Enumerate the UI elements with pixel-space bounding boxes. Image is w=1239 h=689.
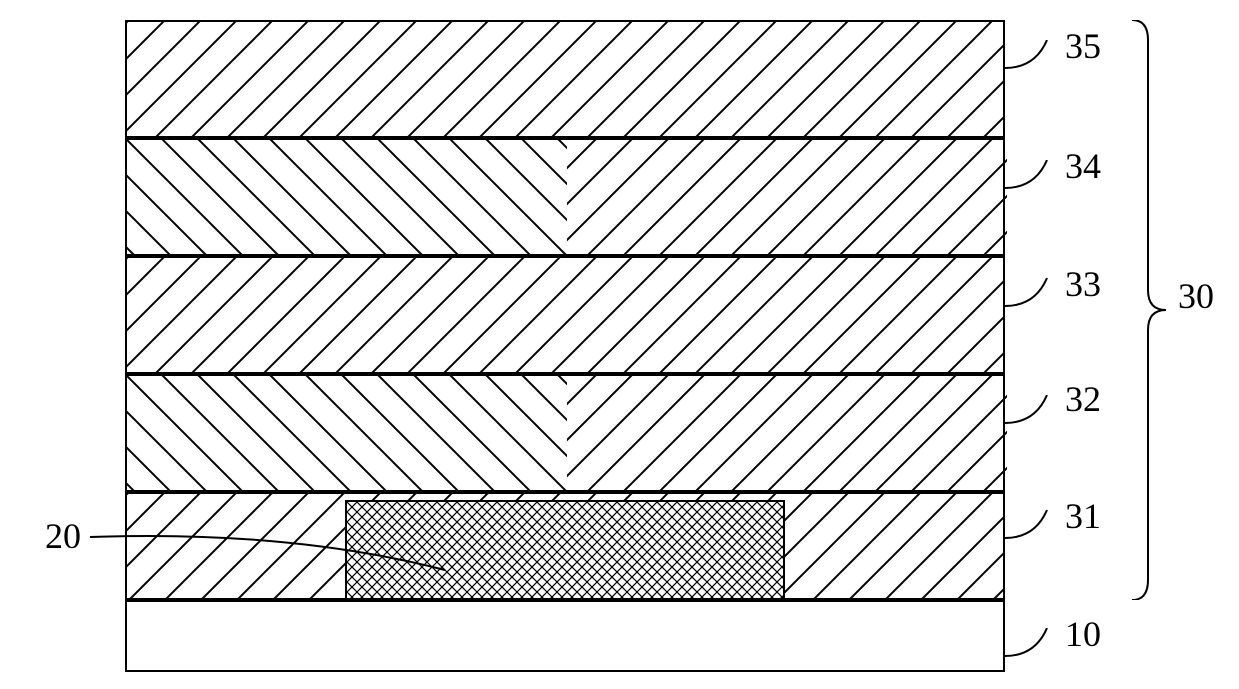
figure-canvas: 35 34 33 32 31 10 20 30 [0,0,1239,689]
leader-34 [1005,160,1060,190]
label-10: 10 [1065,613,1101,655]
leader-32 [1005,395,1060,425]
leader-20 [90,525,450,580]
hatch-35 [127,22,1003,136]
leader-33 [1005,278,1060,308]
label-32: 32 [1065,378,1101,420]
layer-34 [125,138,1005,256]
layer-32 [125,374,1005,492]
label-20: 20 [45,515,81,557]
chevron-32 [127,376,1007,494]
layer-35 [125,20,1005,138]
layer-10 [125,600,1005,672]
leader-10 [1005,628,1060,658]
label-35: 35 [1065,25,1101,67]
layer-33 [125,256,1005,374]
leader-35 [1005,40,1060,70]
label-31: 31 [1065,495,1101,537]
leader-31 [1005,510,1060,540]
label-33: 33 [1065,263,1101,305]
label-34: 34 [1065,145,1101,187]
label-30: 30 [1178,275,1214,317]
chevron-34 [127,140,1007,258]
brace-30 [1130,20,1170,600]
hatch-33 [127,258,1003,372]
